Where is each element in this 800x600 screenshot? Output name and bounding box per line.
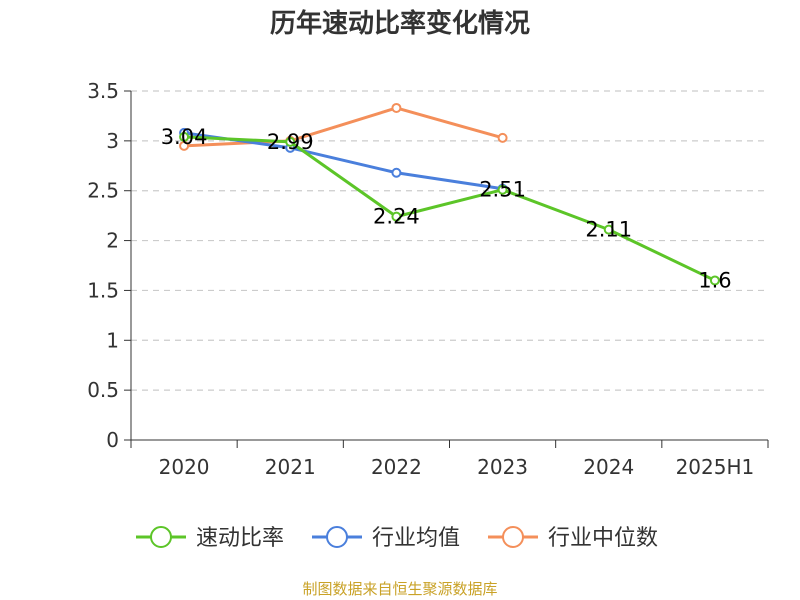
y-tick-label: 1.5 xyxy=(87,278,119,302)
x-tick-label: 2020 xyxy=(159,455,210,479)
series-2 xyxy=(179,102,508,151)
y-tick-label: 0 xyxy=(106,428,119,452)
data-point xyxy=(179,131,190,142)
y-tick-label: 1 xyxy=(106,328,119,352)
legend-label: 行业中位数 xyxy=(548,526,658,551)
data-labels: 3.04 2.99 2.24 2.51 2.11 1.6 xyxy=(161,125,732,293)
x-tick-label: 2025H1 xyxy=(676,455,755,479)
x-tick-label: 2023 xyxy=(477,455,528,479)
chart-title: 历年速动比率变化情况 xyxy=(269,9,530,39)
data-point xyxy=(285,136,296,147)
legend-marker xyxy=(326,526,348,548)
data-label: 3.04 xyxy=(161,125,208,149)
data-label: 2.24 xyxy=(373,205,420,229)
y-tick-label: 2 xyxy=(106,229,119,253)
y-tick-label: 3 xyxy=(106,129,119,153)
data-point xyxy=(391,211,402,222)
data-point xyxy=(391,167,402,178)
data-label: 2.99 xyxy=(267,130,314,154)
y-tick-label: 3.5 xyxy=(87,79,119,103)
y-tick-label: 0.5 xyxy=(87,378,119,402)
data-label: 2.11 xyxy=(585,218,632,242)
data-source-note: 制图数据来自恒生聚源数据库 xyxy=(302,580,498,598)
data-label: 1.6 xyxy=(698,268,731,292)
y-tick-label: 2.5 xyxy=(87,179,119,203)
data-point xyxy=(709,275,720,286)
legend-label: 行业均值 xyxy=(372,526,460,551)
legend-item: 行业均值 xyxy=(312,526,460,551)
legend-item: 速动比率 xyxy=(136,526,284,551)
data-label: 2.51 xyxy=(479,178,526,202)
data-point xyxy=(497,132,508,143)
series-lines xyxy=(179,102,720,286)
legend-label: 速动比率 xyxy=(196,526,284,551)
legend: 速动比率 行业均值 行业中位数 xyxy=(136,526,658,551)
series-0 xyxy=(179,131,720,286)
data-point xyxy=(391,102,402,113)
axes: 0 0.5 1 1.5 2 2.5 3 3.5 2020 2021 2022 2023 2024 2025… xyxy=(87,79,769,479)
series-line xyxy=(184,106,503,148)
legend-marker xyxy=(150,526,172,548)
series-line xyxy=(184,135,716,282)
x-tick-label: 2022 xyxy=(371,455,422,479)
x-tick-label: 2024 xyxy=(583,455,634,479)
x-tick-label: 2021 xyxy=(265,455,316,479)
grid-lines xyxy=(131,90,768,391)
legend-marker xyxy=(502,526,524,548)
data-point xyxy=(603,224,614,235)
legend-item: 行业中位数 xyxy=(488,526,658,551)
data-point xyxy=(497,184,508,195)
